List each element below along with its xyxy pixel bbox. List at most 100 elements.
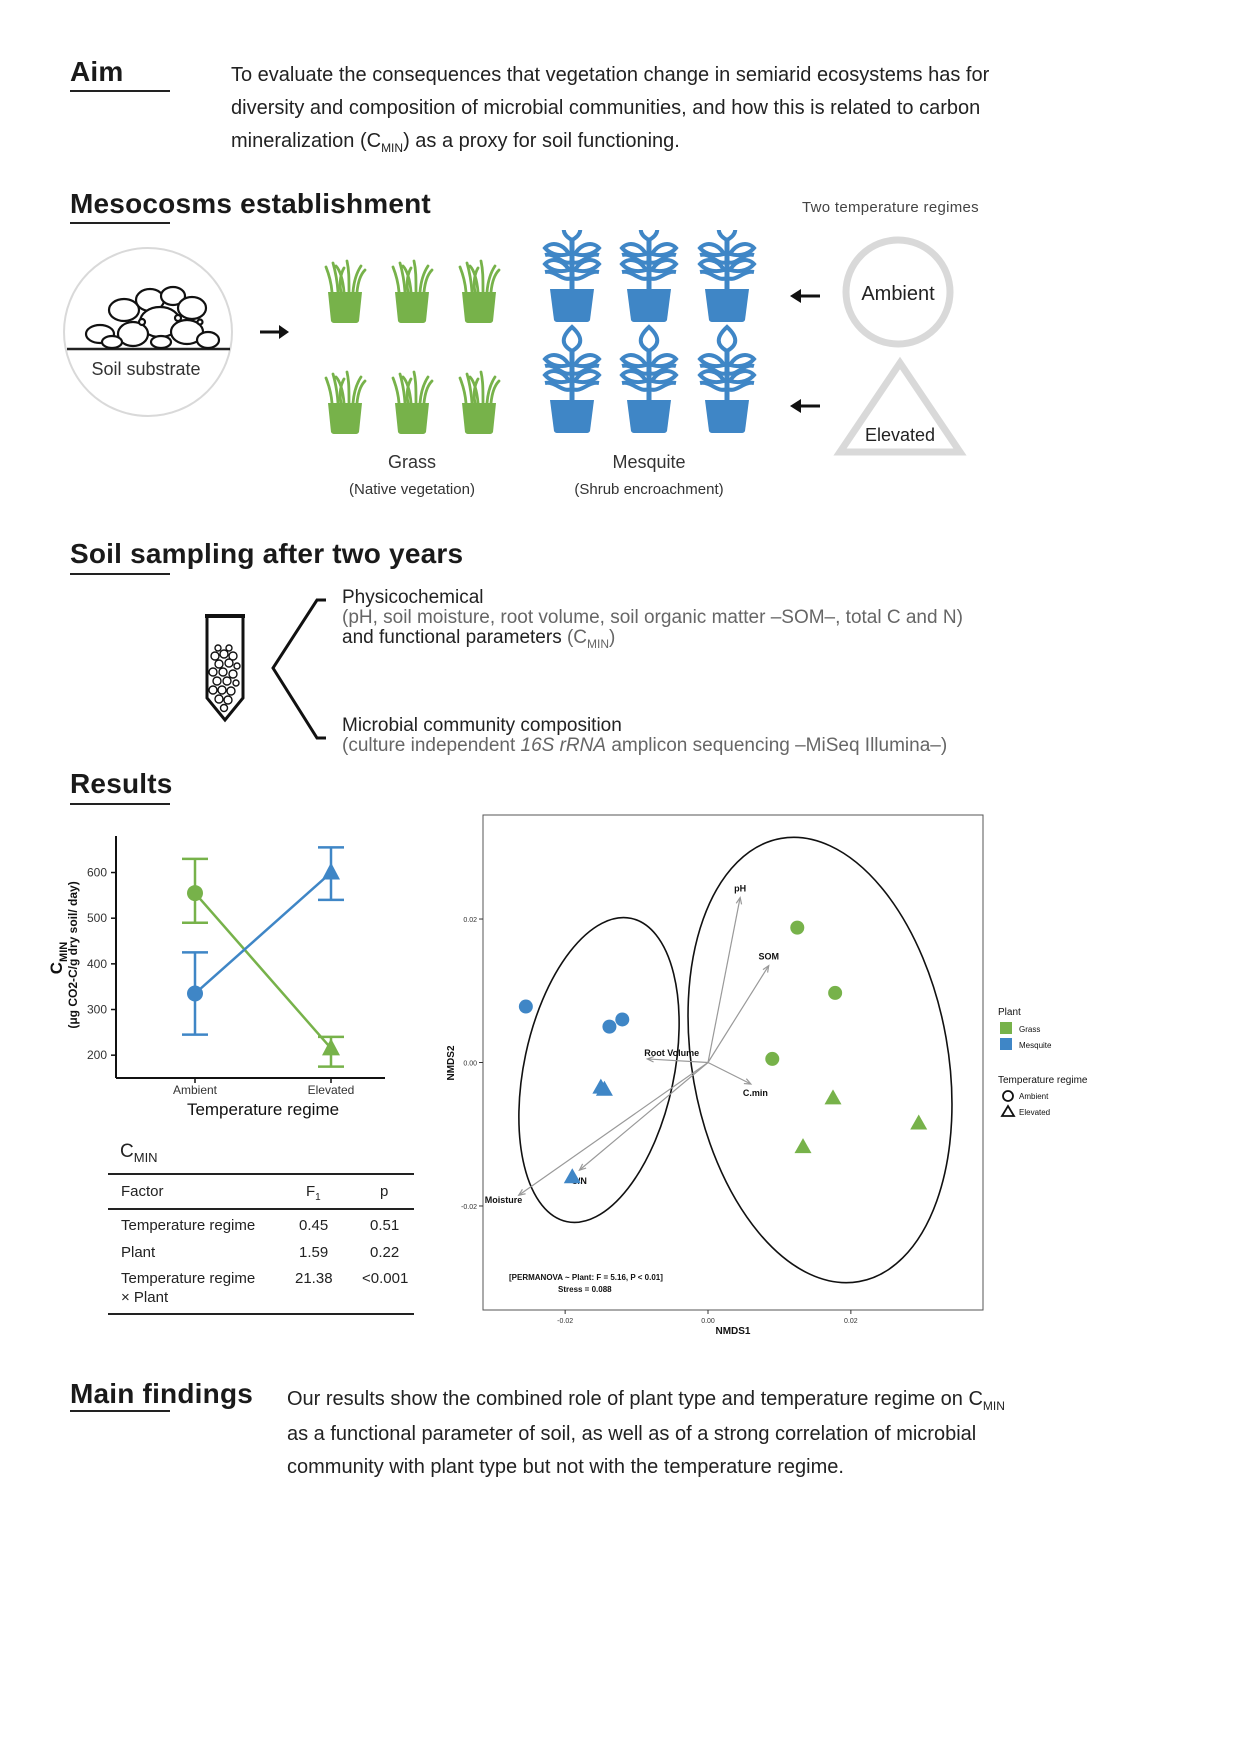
mesquite-pot-icon [622, 327, 676, 433]
anova-title-main: C [120, 1141, 134, 1162]
anova-title-sub: MIN [133, 1150, 158, 1165]
legend-plant-title: Plant [998, 1007, 1021, 1018]
physicochemical-block: Physicochemical (pH, soil moisture, root… [342, 587, 963, 652]
results-heading-rule [70, 803, 170, 805]
findings-heading-rule [70, 1410, 170, 1412]
mesquite-pot-icon [622, 230, 676, 322]
physicochemical-detail: (pH, soil moisture, root volume, soil or… [342, 607, 963, 628]
nmds-point-elevated [824, 1089, 842, 1105]
findings-line-1sub: MIN [982, 1399, 1005, 1413]
nmds-point-ambient [765, 1051, 780, 1066]
nmds-point-elevated [563, 1168, 581, 1184]
functional-parameters: and functional parameters (CMIN) [342, 627, 963, 652]
nmds-point-ambient [602, 1019, 617, 1034]
nmds-env-vector-label: C.min [743, 1088, 768, 1098]
nmds-env-vector: SOM [707, 952, 779, 1063]
anova-cell-factor-2: × Plant [121, 1289, 169, 1306]
microbial-title: Microbial community composition [342, 715, 622, 736]
physicochemical-title: Physicochemical [342, 587, 484, 608]
microbial-detail-italic: 16S rRNA [520, 735, 607, 756]
interaction-point-elevated [322, 1038, 340, 1056]
nmds-xtick-label: 0.00 [701, 1318, 715, 1325]
nmds-env-vector-label: Root Volume [644, 1048, 699, 1058]
interaction-ytick-label: 200 [87, 1048, 107, 1062]
anova-header-f-main: F [306, 1183, 316, 1200]
nmds-legend: Plant Grass Mesquite Temperature regime … [998, 1007, 1088, 1117]
temperature-regimes-title: Two temperature regimes [802, 199, 979, 216]
arrow-left-icon [790, 289, 820, 303]
mesquite-pot-icon [700, 327, 754, 433]
anova-rule-top [108, 1173, 414, 1175]
findings-line-1: Our results show the combined role of pl… [287, 1383, 1047, 1418]
mesocosms-heading: Mesocosms establishment [70, 188, 431, 219]
interaction-ytick-label: 600 [87, 866, 107, 880]
legend-grass-swatch [1000, 1022, 1012, 1034]
nmds-env-vector: C.min [707, 1061, 768, 1098]
nmds-env-vector-label: SOM [758, 952, 779, 962]
microbial-detail: (culture independent 16S rRNA amplicon s… [342, 736, 947, 756]
interaction-xlabel: Temperature regime [187, 1100, 339, 1119]
stress-annotation: Stress = 0.088 [558, 1285, 612, 1294]
elevated-label: Elevated [865, 425, 935, 445]
anova-cell-p: <0.001 [362, 1270, 409, 1287]
aim-text-line-3: mineralization (CMIN) as a proxy for soi… [231, 125, 1091, 160]
anova-cell-p: 0.22 [370, 1244, 400, 1261]
legend-ambient-marker [1002, 1090, 1014, 1102]
nmds-point-ambient [518, 999, 533, 1014]
interaction-ylabel: CMIN [47, 942, 70, 975]
mesquite-pot-icon [545, 230, 599, 322]
aim-text-3sub: MIN [381, 141, 404, 155]
anova-cell-factor: Temperature regime [121, 1217, 256, 1234]
mesocosms-diagram: Soil substrate Grass (Native vegetation)… [63, 230, 967, 498]
nmds-point-elevated [595, 1080, 613, 1096]
aim-text-3a: mineralization (C [231, 130, 382, 152]
functional-cmin-a: (C [566, 627, 588, 648]
nmds-ylabel: NMDS2 [446, 1045, 457, 1080]
results-heading: Results [70, 768, 173, 799]
sample-tube-icon [205, 614, 245, 723]
anova-header-f-sub: 1 [315, 1192, 321, 1203]
aim-heading-rule [70, 90, 170, 92]
legend-grass-label: Grass [1019, 1025, 1040, 1034]
nmds-xtick-label: -0.02 [557, 1318, 573, 1325]
anova-cell-factor: Plant [121, 1244, 156, 1261]
grass-pot-icon [391, 259, 434, 325]
soil-substrate-icon [63, 247, 233, 417]
interaction-series-line [194, 871, 332, 995]
interaction-ylabel-sub: MIN [58, 942, 70, 962]
sampling-heading: Soil sampling after two years [70, 538, 464, 569]
nmds-panel-border [482, 814, 984, 1311]
mesquite-pot-icon [700, 230, 754, 322]
anova-cell-f: 1.59 [299, 1244, 329, 1261]
interaction-point-ambient [187, 885, 203, 902]
interaction-ytick-label: 300 [87, 1003, 107, 1017]
interaction-ytick-label: 500 [87, 911, 107, 925]
nmds-xlabel: NMDS1 [715, 1326, 750, 1337]
findings-line-3: community with plant type but not with t… [287, 1456, 844, 1478]
nmds-env-vector: Moisture [485, 1062, 709, 1205]
functional-text: and functional parameters [342, 627, 562, 648]
findings-line-2: as a functional parameter of soil, as we… [287, 1423, 977, 1445]
aim-heading: Aim [70, 56, 124, 87]
nmds-ordination-chart: -0.02 0.00 0.02 -0.02 0.00 0.02 pH SOM Root Vol… [446, 814, 1088, 1337]
grass-pot-icon [458, 259, 501, 325]
nmds-env-vector-label: Moisture [485, 1195, 523, 1205]
mesquite-sublabel: (Shrub encroachment) [574, 481, 723, 498]
anova-cell-f: 21.38 [295, 1270, 333, 1287]
nmds-point-ambient [790, 920, 805, 935]
interaction-ytick-label: 400 [87, 957, 107, 971]
findings-text: Our results show the combined role of pl… [287, 1383, 1047, 1484]
grass-pot-icon [324, 259, 367, 325]
arrow-right-icon [260, 325, 289, 339]
sample-tube-diagram [205, 598, 326, 740]
cmin-interaction-chart: 200 300 400 500 600 Ambient Elevated Temperatu… [47, 836, 385, 1119]
interaction-xtick-label: Ambient [173, 1083, 218, 1097]
nmds-point-ambient [828, 985, 843, 1000]
aim-text-line-2: diversity and composition of microbial c… [231, 97, 981, 119]
microbial-block: Microbial community composition (culture… [342, 716, 947, 756]
elevated-triangle-icon [833, 356, 967, 456]
anova-table-title: CMIN [120, 1141, 158, 1165]
anova-header-factor: Factor [121, 1183, 164, 1200]
nmds-point-ambient [615, 1012, 630, 1027]
permanova-annotation: [PERMANOVA ~ Plant: F = 5.16, P < 0.01] [509, 1273, 663, 1282]
